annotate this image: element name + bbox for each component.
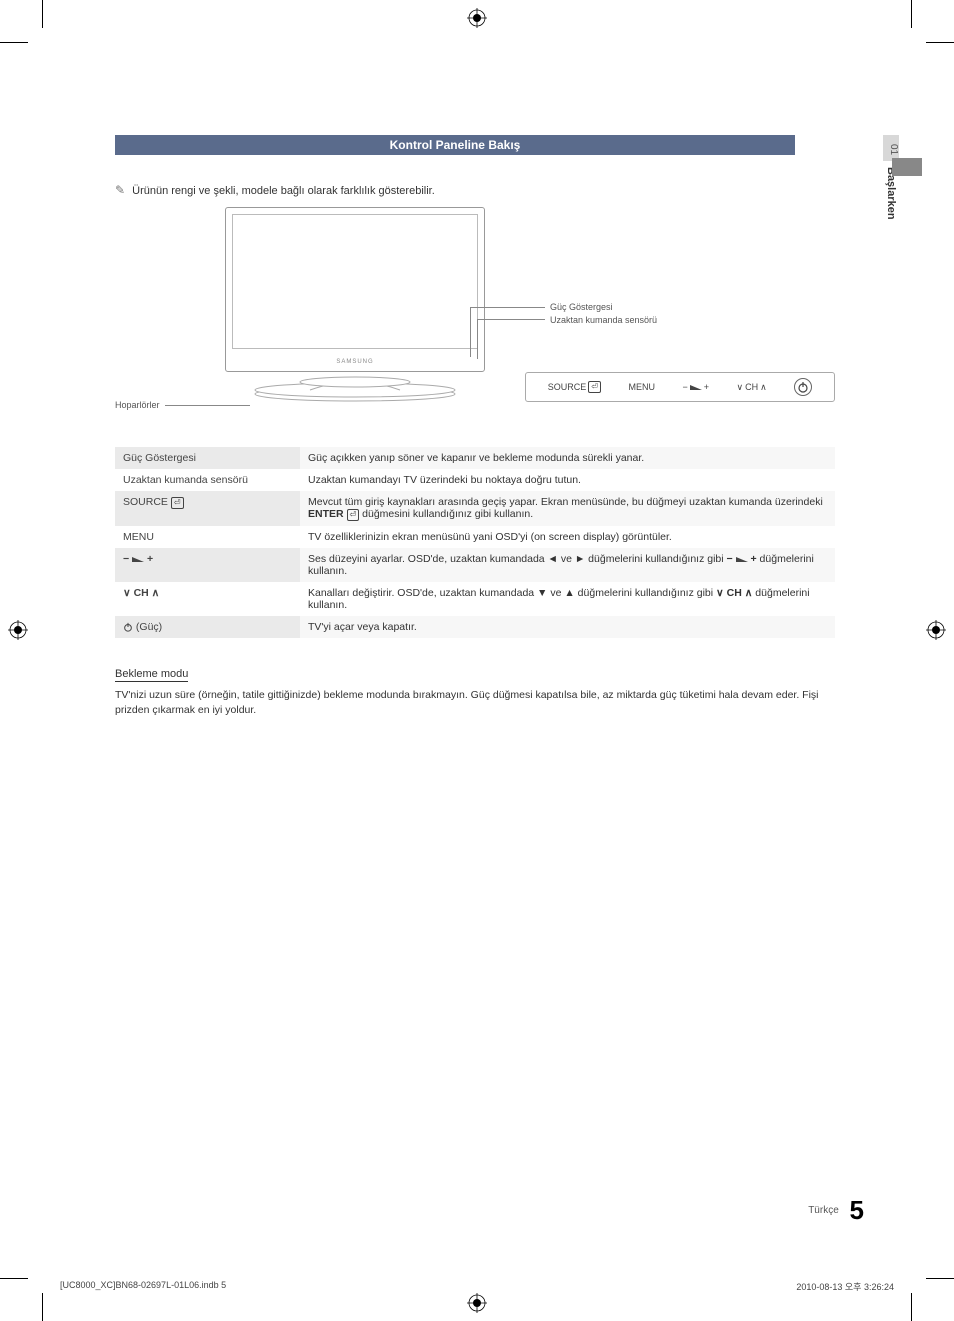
enter-icon: ⏎ (347, 509, 360, 521)
row-desc: Ses düzeyini ayarlar. OSD'de, uzaktan ku… (300, 548, 835, 582)
tv-body: SAMSUNG (225, 207, 485, 372)
row-desc: Kanalları değiştirir. OSD'de, uzaktan ku… (300, 582, 835, 616)
section-header: Kontrol Paneline Bakış (115, 135, 795, 155)
table-row: (Güç) TV'yi açar veya kapatır. (115, 616, 835, 638)
row-label: ∨ CH ∧ (115, 582, 300, 616)
standby-text: TV'nizi uzun süre (örneğin, tatile gitti… (115, 688, 835, 717)
row-label: − + (115, 548, 300, 582)
tv-figure: SAMSUNG Hoparlörler Güç Göstergesi Uzakt… (155, 207, 855, 427)
page-footer: Türkçe 5 (808, 1195, 864, 1226)
row-label: SOURCE ⏎ (115, 491, 300, 526)
table-row: SOURCE ⏎ Mevcut tüm giriş kaynakları ara… (115, 491, 835, 526)
registration-mark-bottom (467, 1293, 487, 1313)
note-line: ✎ Ürünün rengi ve şekli, modele bağlı ol… (115, 183, 875, 197)
panel-channel: ∨ CH ∧ (737, 382, 767, 393)
row-desc: Uzaktan kumandayı TV üzerindeki bu nokta… (300, 469, 835, 491)
row-label: MENU (115, 526, 300, 548)
controls-table: Güç Göstergesi Güç açıkken yanıp söner v… (115, 447, 835, 638)
tv-stand (250, 372, 460, 402)
panel-volume: − + (682, 382, 709, 392)
table-row: ∨ CH ∧ Kanalları değiştirir. OSD'de, uza… (115, 582, 835, 616)
registration-mark-right (926, 620, 946, 640)
table-row: MENU TV özelliklerinizin ekran menüsünü … (115, 526, 835, 548)
print-timestamp: 2010-08-13 오후 3:26:24 (796, 1280, 894, 1293)
row-desc: TV özelliklerinizin ekran menüsünü yani … (300, 526, 835, 548)
footer-lang: Türkçe (808, 1205, 839, 1216)
row-label: Güç Göstergesi (115, 447, 300, 469)
table-row: − + Ses düzeyini ayarlar. OSD'de, uzakta… (115, 548, 835, 582)
chapter-tab-marker (892, 158, 922, 176)
callout-remote-sensor: Uzaktan kumanda sensörü (550, 315, 657, 325)
note-text: Ürünün rengi ve şekli, modele bağlı olar… (132, 185, 435, 197)
speaker-callout-line (165, 405, 250, 406)
print-footer: [UC8000_XC]BN68-02697L-01L06.indb 5 2010… (60, 1280, 894, 1293)
table-row: Güç Göstergesi Güç açıkken yanıp söner v… (115, 447, 835, 469)
table-row: Uzaktan kumanda sensörü Uzaktan kumanday… (115, 469, 835, 491)
power-icon (794, 378, 812, 396)
row-label: (Güç) (115, 616, 300, 638)
speaker-label: Hoparlörler (115, 400, 160, 410)
tv-brand: SAMSUNG (336, 359, 373, 365)
note-icon: ✎ (115, 183, 125, 197)
panel-menu: MENU (628, 382, 655, 392)
tv-screen (232, 214, 478, 349)
row-desc: Güç açıkken yanıp söner ve kapanır ve be… (300, 447, 835, 469)
button-panel: SOURCE⏎ MENU − + ∨ CH ∧ (525, 372, 835, 402)
standby-heading: Bekleme modu (115, 668, 188, 682)
panel-source: SOURCE⏎ (548, 381, 601, 393)
row-desc: Mevcut tüm giriş kaynakları arasında geç… (300, 491, 835, 526)
enter-icon: ⏎ (588, 381, 601, 393)
print-file: [UC8000_XC]BN68-02697L-01L06.indb 5 (60, 1280, 226, 1293)
registration-mark-left (8, 620, 28, 640)
row-label: Uzaktan kumanda sensörü (115, 469, 300, 491)
row-desc: TV'yi açar veya kapatır. (300, 616, 835, 638)
callout-power-indicator: Güç Göstergesi (550, 302, 613, 312)
enter-icon: ⏎ (171, 497, 184, 509)
footer-page-number: 5 (850, 1195, 864, 1225)
registration-mark-top (467, 8, 487, 28)
